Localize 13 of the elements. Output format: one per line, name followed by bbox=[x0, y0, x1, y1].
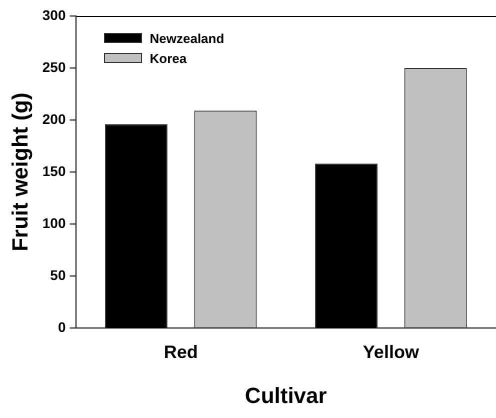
y-tick-label: 150 bbox=[42, 162, 66, 179]
y-tick-label: 300 bbox=[42, 6, 66, 23]
y-tick-label: 200 bbox=[42, 110, 66, 127]
x-tick-label: Yellow bbox=[362, 342, 420, 362]
y-tick-label: 250 bbox=[42, 58, 66, 75]
x-axis-title: Cultivar bbox=[244, 382, 328, 408]
y-tick-label: 0 bbox=[58, 318, 66, 335]
legend-label: Newzealand bbox=[150, 30, 224, 46]
legend-label: Korea bbox=[150, 50, 187, 66]
y-tick-label: 100 bbox=[42, 214, 66, 231]
y-tick-label: 50 bbox=[50, 266, 66, 283]
x-tick-label: Red bbox=[164, 342, 198, 362]
y-axis-title: Fruit weight (g) bbox=[7, 92, 32, 252]
